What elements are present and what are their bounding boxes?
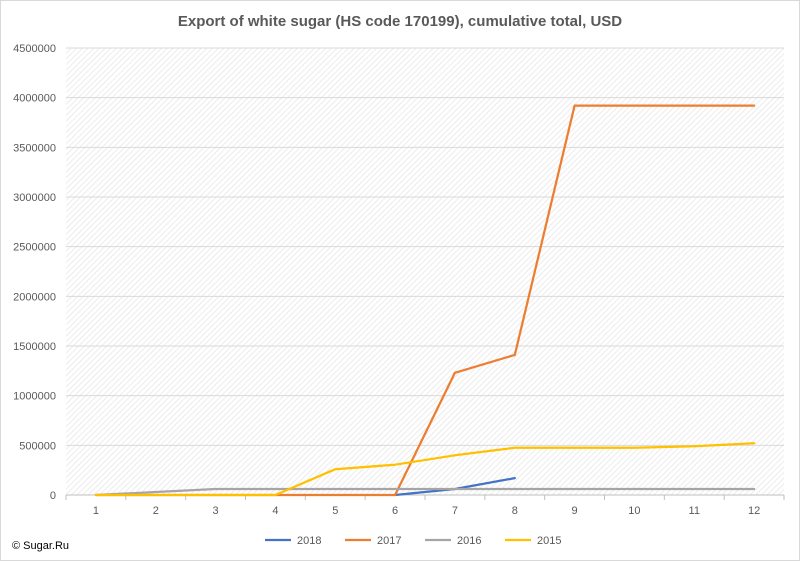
y-tick-label: 3500000 <box>13 142 56 154</box>
y-tick-label: 4000000 <box>13 93 56 105</box>
y-tick-label: 4500000 <box>13 43 56 55</box>
x-tick-label: 3 <box>213 505 219 517</box>
x-tick-label: 6 <box>392 505 398 517</box>
legend-label-2016: 2016 <box>457 535 481 547</box>
copyright-text: © Sugar.Ru <box>12 540 70 552</box>
series-line-2015 <box>94 442 756 497</box>
y-tick-label: 3000000 <box>13 192 56 204</box>
x-tick-label: 1 <box>93 505 99 517</box>
x-tick-label: 10 <box>628 505 640 517</box>
x-tick-label: 4 <box>272 505 278 517</box>
x-tick-label: 7 <box>452 505 458 517</box>
x-tick-label: 12 <box>748 505 760 517</box>
y-tick-label: 1500000 <box>13 341 56 353</box>
y-tick-label: 2000000 <box>13 291 56 303</box>
x-tick-label: 5 <box>332 505 338 517</box>
legend-label-2015: 2015 <box>537 535 561 547</box>
plot-area <box>66 48 784 495</box>
chart-title: Export of white sugar (HS code 170199), … <box>177 13 623 30</box>
y-tick-label: 1000000 <box>13 391 56 403</box>
y-tick-label: 2500000 <box>13 242 56 254</box>
series-line-2016 <box>94 487 756 497</box>
x-tick-label: 9 <box>572 505 578 517</box>
x-tick-label: 8 <box>512 505 518 517</box>
y-tick-label: 500000 <box>19 440 56 452</box>
x-tick-label: 11 <box>689 505 700 517</box>
legend-label-2018: 2018 <box>297 535 321 547</box>
x-tick-label: 2 <box>153 505 159 517</box>
y-tick-label: 0 <box>50 490 56 502</box>
legend-label-2017: 2017 <box>377 535 401 547</box>
